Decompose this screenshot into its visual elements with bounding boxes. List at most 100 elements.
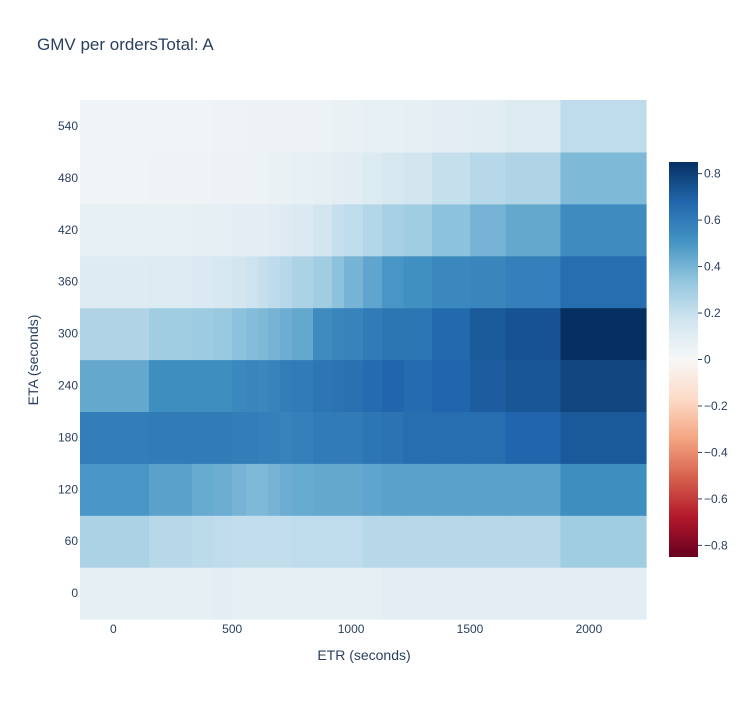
heatmap-cell (560, 411, 647, 464)
heatmap-cell (80, 515, 150, 568)
heatmap-cell (560, 567, 647, 620)
heatmap-cell (213, 411, 233, 464)
heatmap-cell (232, 515, 248, 568)
heatmap-cell (382, 567, 405, 620)
heatmap-cell (291, 515, 314, 568)
x-tick-label: 500 (222, 622, 242, 636)
heatmap-cell (403, 255, 433, 309)
heatmap-cell (279, 359, 293, 412)
heatmap-cell (313, 411, 333, 464)
heatmap-cell (279, 255, 293, 309)
heatmap-cell (267, 203, 281, 257)
heatmap-cell (505, 100, 561, 153)
heatmap-cell (505, 359, 561, 412)
heatmap-cell (191, 463, 214, 516)
heatmap-cell (232, 359, 248, 412)
heatmap-cell (470, 463, 507, 516)
heatmap-cell (213, 307, 233, 361)
heatmap-cell (246, 463, 259, 516)
heatmap-cell (80, 203, 150, 257)
heatmap-cell (191, 515, 214, 568)
heatmap-cell (313, 359, 333, 412)
heatmap-cell (148, 255, 193, 309)
heatmap-cell (246, 151, 259, 205)
heatmap-cell (560, 151, 647, 205)
heatmap-cell (191, 151, 214, 205)
x-tick-label: 0 (110, 622, 117, 636)
heatmap-cell (313, 203, 333, 257)
heatmap-cell (470, 307, 507, 361)
heatmap-cell (232, 151, 248, 205)
heatmap-cell (431, 307, 471, 361)
heatmap-cell (332, 463, 345, 516)
heatmap-cell (363, 100, 383, 153)
x-tick-label: 1500 (457, 622, 484, 636)
heatmap-cell (403, 151, 433, 205)
heatmap-cell (470, 255, 507, 309)
heatmap-cell (560, 463, 647, 516)
y-tick-label: 420 (58, 223, 78, 237)
heatmap-cell (382, 307, 405, 361)
heatmap-cell (403, 515, 433, 568)
colorbar-ticks: 0.8 0.6 0.4 0.2 0 −0.2 −0.4 −0.6 −0.8 (698, 167, 728, 552)
heatmap-cell (258, 515, 269, 568)
y-tick-label: 300 (58, 327, 78, 341)
heatmap-cell (246, 255, 259, 309)
heatmap-cell (148, 307, 193, 361)
colorbar-tick-label: 0.4 (704, 260, 721, 274)
heatmap-cell (431, 463, 471, 516)
heatmap-cell (363, 255, 383, 309)
heatmap-cell (403, 411, 433, 464)
heatmap-cell (382, 515, 405, 568)
y-tick-label: 60 (65, 534, 79, 548)
heatmap-cell (246, 515, 259, 568)
heatmap-cell (213, 151, 233, 205)
colorbar-tick-label: −0.6 (704, 492, 728, 506)
y-tick-label: 180 (58, 430, 78, 444)
heatmap-cell (505, 151, 561, 205)
heatmap-cell (343, 307, 364, 361)
heatmap-cell (343, 411, 364, 464)
heatmap-cell (343, 151, 364, 205)
heatmap-cell (291, 307, 314, 361)
colorbar-tick-label: 0.6 (704, 213, 721, 227)
heatmap-cell (403, 100, 433, 153)
heatmap-cell (80, 255, 150, 309)
heatmap-cell (431, 100, 471, 153)
heatmap-cell (560, 515, 647, 568)
colorbar-tick-label: 0 (704, 353, 711, 367)
heatmap-cell (291, 463, 314, 516)
heatmap-cell (80, 411, 150, 464)
heatmap-cell (470, 100, 507, 153)
heatmap-cell (213, 203, 233, 257)
heatmap-cell (403, 307, 433, 361)
heatmap-cell (332, 567, 345, 620)
heatmap-cell (431, 515, 471, 568)
heatmap-cell (560, 255, 647, 309)
heatmap-cell (148, 515, 193, 568)
heatmap-cell (279, 463, 293, 516)
heatmap-cell (470, 359, 507, 412)
heatmap-cell (560, 203, 647, 257)
heatmap-cell (246, 359, 259, 412)
heatmap-cell (191, 307, 214, 361)
heatmap-cell (363, 307, 383, 361)
heatmap-cell (505, 307, 561, 361)
heatmap-cell (313, 151, 333, 205)
heatmap-cell (213, 567, 233, 620)
heatmap-cell (267, 151, 281, 205)
heatmap-cell (258, 255, 269, 309)
x-tick-label: 1000 (338, 622, 365, 636)
heatmap-cell (382, 463, 405, 516)
heatmap-cell (246, 100, 259, 153)
heatmap-cell (332, 359, 345, 412)
colorbar-tick-label: −0.2 (704, 399, 728, 413)
heatmap-cell (363, 567, 383, 620)
heatmap-cell (279, 307, 293, 361)
heatmap-cell (332, 411, 345, 464)
heatmap-cell (148, 203, 193, 257)
heatmap-cell (279, 203, 293, 257)
heatmap-cell (279, 151, 293, 205)
